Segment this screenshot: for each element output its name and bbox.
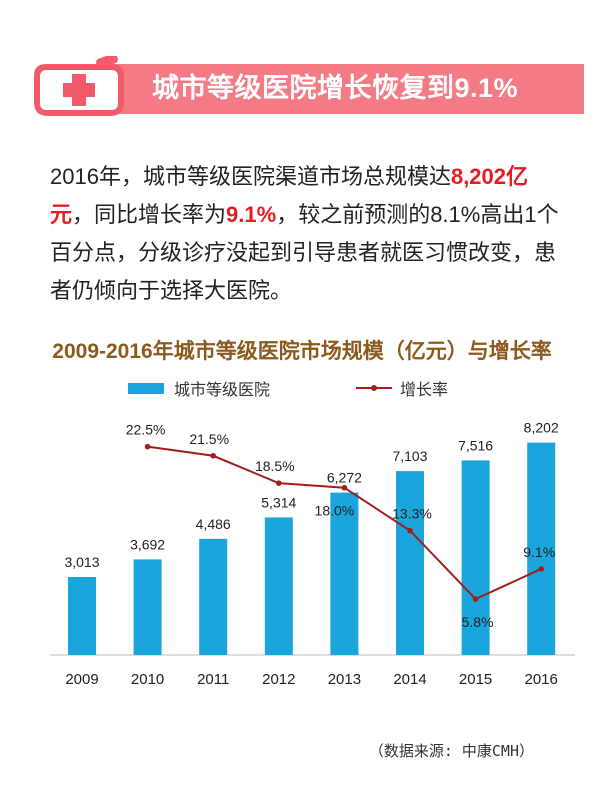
intro-text-2: ，同比增长率为 — [72, 202, 227, 227]
bar-value-label-2012: 5,314 — [261, 494, 296, 510]
header-banner: 城市等级医院增长恢复到9.1% — [20, 56, 584, 122]
growth-rate-point-2015 — [472, 596, 479, 602]
bar-value-label-2016: 8,202 — [524, 420, 559, 436]
legend-item-bar: 城市等级医院 — [128, 376, 270, 400]
bar-2010 — [133, 559, 162, 655]
growth-rate-label-2010: 22.5% — [126, 422, 166, 438]
x-tick-label-2010: 2010 — [131, 671, 164, 688]
legend-swatch-bar — [128, 382, 164, 394]
bar-value-label-2015: 7,516 — [458, 437, 493, 453]
banner-background — [34, 56, 584, 116]
legend-item-line: 增长率 — [356, 376, 448, 400]
bar-value-label-2009: 3,013 — [64, 554, 99, 570]
intro-text-1: 2016年，城市等级医院渠道市场总规模达 — [50, 164, 451, 189]
page-title: 城市等级医院增长恢复到9.1% — [152, 73, 519, 103]
bar-2012 — [264, 517, 293, 655]
growth-rate-point-2012 — [276, 480, 282, 486]
bar-2011 — [199, 538, 228, 655]
growth-rate-label-2011: 21.5% — [189, 431, 229, 447]
medical-cross-icon — [63, 74, 95, 106]
bar-value-label-2013: 6,272 — [327, 470, 362, 486]
data-source-note: （数据来源: 中康CMH） — [368, 742, 534, 760]
growth-rate-label-2014: 13.3% — [392, 506, 432, 522]
growth-rate-point-2014 — [407, 527, 413, 534]
bar-2009 — [68, 576, 96, 655]
growth-rate-point-2016 — [538, 566, 544, 572]
growth-rate-point-2011 — [210, 452, 216, 459]
chart-legend: 城市等级医院 增长率 — [0, 376, 604, 400]
bar-2015 — [461, 460, 490, 655]
x-tick-label-2016: 2016 — [525, 671, 558, 688]
x-tick-label-2012: 2012 — [262, 671, 295, 688]
bar-value-label-2010: 3,692 — [130, 536, 165, 552]
growth-rate-point-2010 — [144, 443, 151, 450]
x-tick-label-2013: 2013 — [328, 671, 361, 688]
growth-rate-label-2012: 18.5% — [255, 458, 295, 474]
growth-rate-label-2016: 9.1% — [523, 544, 555, 560]
intro-paragraph: 2016年，城市等级医院渠道市场总规模达8,202亿元，同比增长率为9.1%，较… — [50, 158, 560, 310]
growth-rate-point-2013 — [341, 484, 348, 491]
bar-2016 — [527, 442, 556, 655]
x-tick-label-2015: 2015 — [459, 671, 492, 688]
legend-swatch-line — [356, 380, 392, 396]
intro-highlight-growth-rate: 9.1% — [226, 202, 277, 227]
x-tick-label-2014: 2014 — [393, 671, 426, 688]
growth-rate-label-2013: 18.0% — [315, 503, 355, 519]
growth-rate-label-2015: 5.8% — [462, 614, 494, 630]
bar-value-label-2011: 4,486 — [196, 516, 231, 532]
bar-2014 — [396, 471, 424, 655]
bar-value-label-2014: 7,103 — [392, 448, 427, 464]
legend-label-bar: 城市等级医院 — [174, 382, 271, 399]
x-tick-label-2011: 2011 — [197, 671, 229, 688]
bar-2013 — [330, 492, 359, 655]
x-tick-label-2009: 2009 — [65, 671, 98, 688]
chart-title: 2009-2016年城市等级医院市场规模（亿元）与增长率 — [52, 340, 552, 363]
intro-text-3: ，较之前预测的8.1%高出1个百分点，分级诊疗没起到引导患者就医习惯改变，患者仍… — [50, 202, 559, 303]
intro-highlight-market-size: 8,202亿元 — [50, 164, 529, 227]
legend-label-line: 增长率 — [400, 382, 449, 399]
